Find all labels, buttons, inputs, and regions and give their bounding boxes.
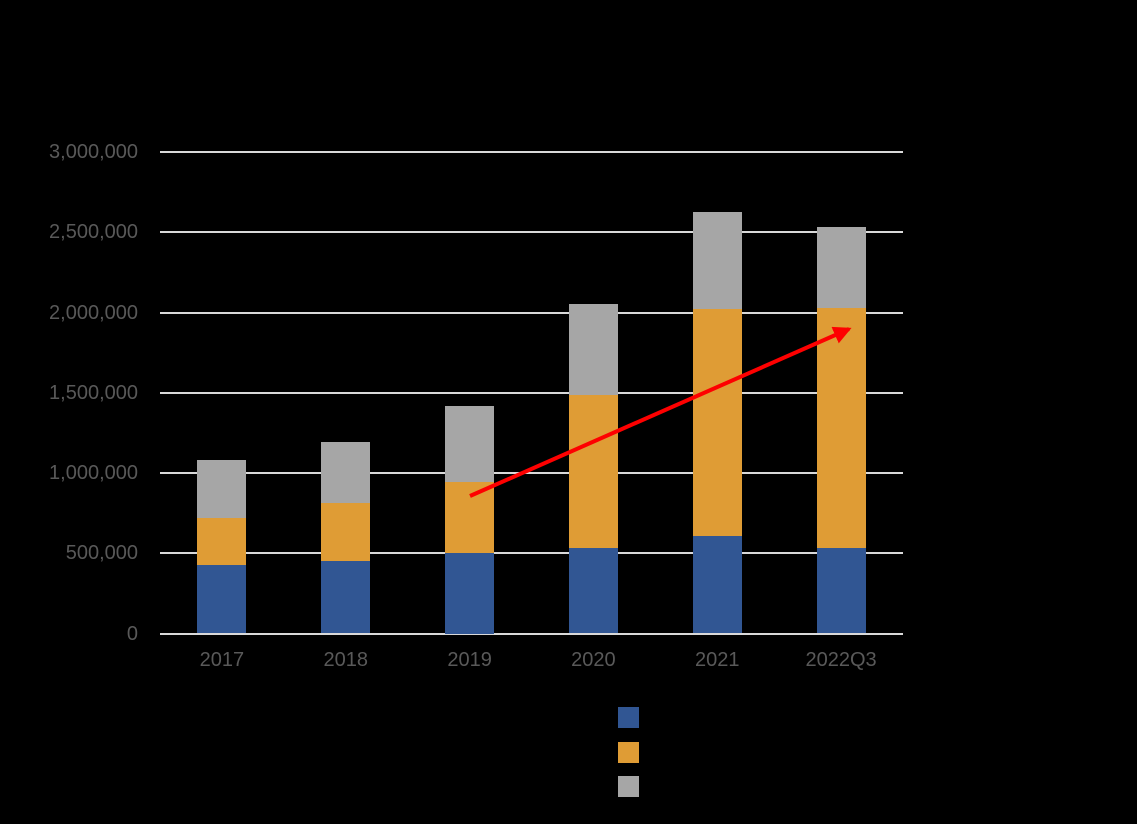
x-axis-label-2021: 2021 xyxy=(695,649,740,671)
bar-segment-blue-series-2020 xyxy=(568,547,618,634)
bar-segment-orange-series-2018 xyxy=(321,503,371,562)
bar-segment-blue-series-2017 xyxy=(197,565,247,634)
trend-arrow-line xyxy=(469,326,852,498)
bar-segment-orange-series-2021 xyxy=(692,309,742,536)
bar-segment-blue-series-2018 xyxy=(321,561,371,634)
gridline xyxy=(160,632,903,635)
legend-swatch-blue-series xyxy=(618,707,639,728)
bar-segment-gray-series-2021 xyxy=(692,212,742,310)
bar-segment-gray-series-2020 xyxy=(568,304,618,396)
bar-segment-blue-series-2021 xyxy=(692,535,742,634)
y-tick-label: 1,500,000 xyxy=(49,381,138,404)
y-tick-label: 1,000,000 xyxy=(49,462,138,484)
bar-segment-gray-series-2017 xyxy=(197,460,247,518)
x-axis-label-2017: 2017 xyxy=(199,649,245,671)
x-axis-label-2020: 2020 xyxy=(571,649,616,671)
y-tick-label: 500,000 xyxy=(65,542,138,565)
gridline xyxy=(160,391,903,394)
x-axis-label-2022Q3: 2022Q3 xyxy=(805,649,877,671)
bar-segment-gray-series-2022Q3 xyxy=(816,227,866,308)
bar-segment-orange-series-2020 xyxy=(568,395,618,548)
bar-segment-blue-series-2022Q3 xyxy=(816,548,866,634)
bar-segment-orange-series-2022Q3 xyxy=(816,307,866,549)
legend-swatch-gray-series xyxy=(618,776,639,798)
bar-segment-orange-series-2017 xyxy=(197,517,247,566)
y-tick-label: 3,000,000 xyxy=(49,141,138,163)
bar-segment-gray-series-2019 xyxy=(445,406,495,482)
y-tick-label: 2,500,000 xyxy=(49,221,138,244)
legend-swatch-orange-series xyxy=(618,741,639,763)
bar-segment-blue-series-2019 xyxy=(445,553,495,634)
bar-segment-orange-series-2019 xyxy=(445,481,495,554)
y-tick-label: 2,000,000 xyxy=(49,301,138,324)
x-axis-label-2018: 2018 xyxy=(323,649,369,671)
gridline xyxy=(160,231,903,234)
gridline xyxy=(160,552,903,555)
y-tick-label: 0 xyxy=(126,622,138,645)
gridline xyxy=(160,311,903,314)
gridline xyxy=(160,472,903,474)
gridline xyxy=(160,151,903,153)
x-axis-label-2019: 2019 xyxy=(447,649,492,671)
bar-segment-gray-series-2018 xyxy=(321,441,371,504)
